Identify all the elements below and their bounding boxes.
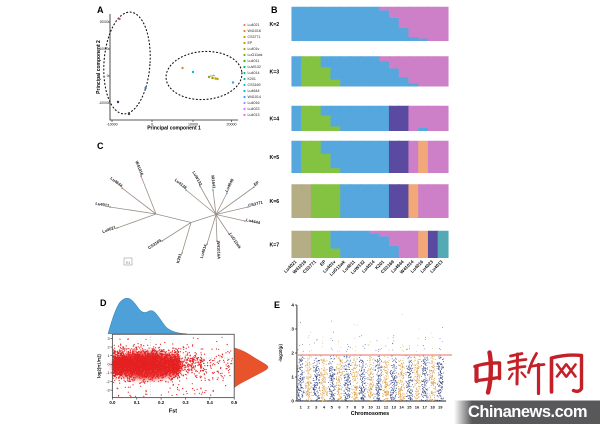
svg-text:K201: K201 [175,252,183,263]
svg-text:Principal component 2: Principal component 2 [96,40,102,94]
svg-text:Lu4011: Lu4011 [95,201,110,208]
svg-text:CS3771: CS3771 [248,35,261,39]
svg-text:Lu4x: Lu4x [210,75,216,78]
svg-text:0.2: 0.2 [158,400,165,405]
svg-text:CS3169: CS3169 [248,83,261,87]
svg-text:EP: EP [319,259,327,267]
svg-text:Lu4848: Lu4848 [224,177,235,192]
svg-text:IR1641: IR1641 [210,175,217,189]
svg-text:D: D [100,298,107,308]
svg-text:-3: -3 [106,388,109,392]
svg-text:CS3771: CS3771 [248,199,264,207]
svg-text:0: 0 [151,123,153,127]
svg-text:0: 0 [107,74,109,78]
svg-text:1: 1 [291,375,294,380]
svg-text:Lu4021: Lu4021 [248,23,260,27]
svg-text:A: A [97,5,104,15]
svg-text:E: E [274,300,280,310]
svg-text:-1: -1 [106,371,109,375]
svg-text:0.1: 0.1 [126,261,131,265]
svg-text:W41016: W41016 [134,160,145,177]
svg-text:0.5: 0.5 [231,400,238,405]
svg-text:0.3: 0.3 [182,400,189,405]
svg-text:2: 2 [291,351,294,356]
svg-text:Lu4011: Lu4011 [248,59,260,63]
svg-text:-10000: -10000 [99,101,109,105]
svg-text:Lu4644: Lu4644 [248,89,260,93]
svg-text:K=4: K=4 [270,117,280,123]
svg-text:Principal component 1: Principal component 1 [147,126,201,132]
svg-text:Lu4021: Lu4021 [102,224,118,234]
svg-text:Fst: Fst [169,409,177,415]
svg-text:K=3: K=3 [270,70,280,76]
svg-text:K=7: K=7 [270,243,280,249]
svg-text:10000: 10000 [100,47,109,51]
svg-text:K201: K201 [374,259,386,271]
svg-text:-10000: -10000 [106,123,117,127]
svg-text:10000: 10000 [188,123,198,127]
svg-text:Lu4016: Lu4016 [248,101,260,105]
svg-text:3: 3 [107,337,109,341]
svg-text:K=5: K=5 [270,155,280,161]
svg-text:LuG11wk: LuG11wk [248,53,263,57]
svg-text:log2(π1/π2): log2(π1/π2) [97,354,102,378]
svg-text:-log10(p): -log10(p) [278,344,283,362]
svg-text:W41016: W41016 [248,29,261,33]
svg-text:Lu4023: Lu4023 [248,107,260,111]
svg-text:EP: EP [253,180,261,187]
svg-text:4: 4 [291,303,294,308]
svg-text:B: B [271,5,278,15]
svg-text:EP: EP [248,41,253,45]
svg-text:LuW132: LuW132 [248,65,261,69]
svg-text:2: 2 [107,345,109,349]
svg-text:K=2: K=2 [270,22,280,28]
svg-text:Lu4013: Lu4013 [248,113,260,117]
svg-text:Lu4444: Lu4444 [246,217,262,225]
svg-text:-2: -2 [106,380,109,384]
svg-text:W41014: W41014 [248,95,261,99]
svg-text:0.1: 0.1 [134,400,141,405]
svg-text:0: 0 [291,399,294,404]
svg-text:0.4: 0.4 [207,400,214,405]
svg-text:20000: 20000 [227,123,237,127]
svg-text:3: 3 [291,327,294,332]
svg-text:K=6: K=6 [270,199,280,205]
svg-text:20000: 20000 [100,20,109,24]
svg-text:K201: K201 [248,77,256,81]
svg-text:1: 1 [107,354,109,358]
svg-text:0.0: 0.0 [109,400,116,405]
svg-text:Lu401v: Lu401v [248,47,260,51]
svg-text:W41016A: W41016A [216,241,222,259]
svg-text:0: 0 [107,363,109,367]
svg-text:Lu4014: Lu4014 [199,243,208,259]
svg-text:C: C [97,141,104,151]
svg-text:Lu4014: Lu4014 [248,71,260,75]
